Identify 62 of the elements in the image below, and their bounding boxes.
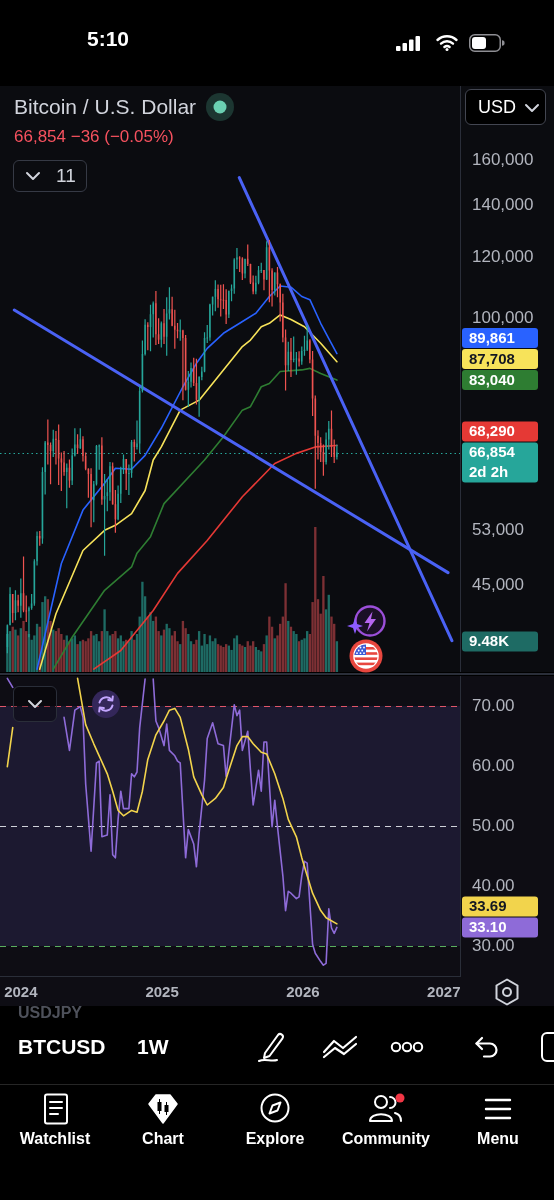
- y-tick-label: 53,000: [472, 519, 524, 539]
- bar: [249, 645, 252, 672]
- annotation: 11: [56, 165, 76, 187]
- text: 83,040: [469, 370, 515, 388]
- y-tick-label: 120,000: [472, 246, 534, 266]
- x-tick-label: 2026: [286, 983, 320, 1001]
- bar: [195, 639, 198, 672]
- bar: [149, 612, 152, 672]
- bar: [130, 631, 133, 672]
- candlestick: [155, 290, 157, 346]
- text: Community: [342, 1130, 430, 1149]
- bar: [203, 633, 206, 672]
- bar: [265, 635, 268, 672]
- bar: [322, 575, 325, 672]
- bar: [238, 644, 241, 672]
- x-tick-label: 2025: [145, 983, 179, 1001]
- candlestick: [298, 351, 300, 367]
- text: Watchlist: [19, 1130, 91, 1149]
- candlestick: [90, 468, 92, 528]
- y-tick-label: 140,000: [472, 195, 534, 215]
- bar: [284, 583, 287, 672]
- text: Explore: [245, 1130, 305, 1149]
- candlestick: [290, 337, 292, 378]
- text: 5:10: [87, 27, 130, 52]
- y-tick-label: 50.00: [472, 815, 515, 835]
- candlestick: [163, 308, 165, 344]
- text: BTCUSD: [18, 1035, 106, 1060]
- bar: [141, 581, 144, 672]
- bar: [22, 620, 25, 672]
- ref-line-label: 66,854: [469, 443, 516, 461]
- text: 87,708: [469, 349, 515, 367]
- text: 33.10: [469, 918, 507, 936]
- y-tick-label: 100,000: [472, 307, 534, 327]
- text: Bitcoin / U.S. Dollar: [14, 94, 197, 120]
- y-tick-label: 60.00: [472, 755, 515, 775]
- y-tick-label: 70.00: [472, 695, 515, 715]
- text: USDJPY: [18, 1004, 83, 1023]
- text: 2d 2h: [469, 463, 509, 481]
- text: 1W: [137, 1035, 169, 1060]
- text: 66,854 −36 (−0.05%): [14, 127, 174, 147]
- toggle-button: 11: [13, 160, 87, 192]
- y-tick-label: 30.00: [472, 935, 515, 955]
- bar: [168, 628, 171, 672]
- y-tick-label: 40.00: [472, 875, 515, 895]
- bar: [30, 639, 33, 672]
- candlestick: [263, 269, 265, 291]
- bar: [103, 609, 106, 672]
- bar: [214, 638, 217, 672]
- bar: [330, 616, 333, 672]
- y-tick-label: 160,000: [472, 150, 534, 170]
- x-tick-label: 2024: [4, 983, 39, 1001]
- candlestick: [182, 329, 184, 401]
- x-tick-label: 2027: [427, 983, 461, 1001]
- text: Menu: [477, 1130, 519, 1149]
- bar: [268, 616, 271, 672]
- text: 33.69: [469, 897, 507, 915]
- y-tick-label: 45,000: [472, 574, 524, 594]
- text: 89,861: [469, 328, 515, 346]
- text: 9.48K: [469, 632, 510, 650]
- text: Chart: [142, 1130, 184, 1149]
- currency-dropdown: USD: [465, 89, 546, 125]
- text: 68,290: [469, 422, 515, 440]
